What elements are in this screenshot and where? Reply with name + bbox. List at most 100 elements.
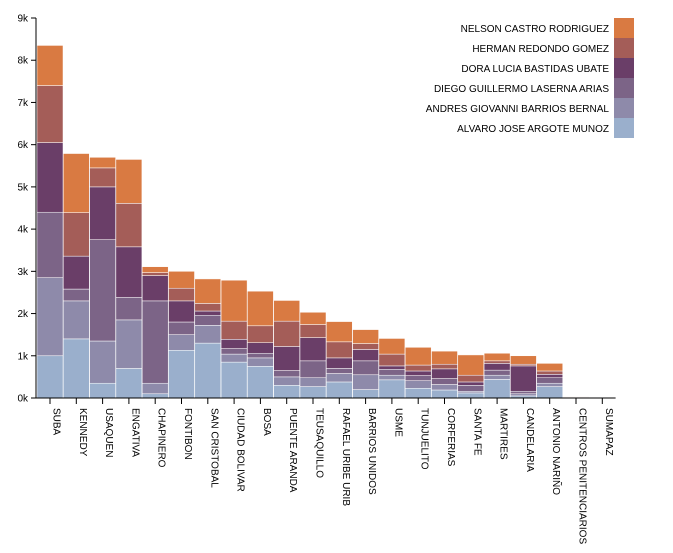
bar-segment[interactable] xyxy=(431,378,458,385)
bar-segment[interactable] xyxy=(378,379,406,399)
bar-segment[interactable] xyxy=(115,368,143,399)
bar-segment[interactable] xyxy=(378,374,406,381)
bar-segment[interactable] xyxy=(483,369,511,376)
bar-segment[interactable] xyxy=(220,339,248,349)
bar-segment[interactable] xyxy=(194,342,222,399)
bar-segment[interactable] xyxy=(378,353,406,367)
bar-segment[interactable] xyxy=(63,153,90,213)
bar-segment[interactable] xyxy=(510,365,537,392)
bar-segment[interactable] xyxy=(378,369,406,376)
bar-segment[interactable] xyxy=(404,370,432,376)
bar-segment[interactable] xyxy=(299,312,327,325)
bar-segment[interactable] xyxy=(352,349,379,362)
bar-segment[interactable] xyxy=(483,374,511,380)
bar-segment[interactable] xyxy=(89,186,116,240)
bar-segment[interactable] xyxy=(168,300,195,323)
bar-segment[interactable] xyxy=(63,338,90,399)
bar-segment[interactable] xyxy=(457,392,485,399)
bar-segment[interactable] xyxy=(326,321,353,343)
bar-segment[interactable] xyxy=(115,246,143,298)
bar-segment[interactable] xyxy=(168,334,195,351)
bar-segment[interactable] xyxy=(168,321,195,335)
bar-segment[interactable] xyxy=(220,361,248,399)
bar-segment[interactable] xyxy=(352,329,379,344)
bar-segment[interactable] xyxy=(352,389,379,399)
bar-segment[interactable] xyxy=(247,290,274,327)
bar-segment[interactable] xyxy=(194,278,222,304)
bar-segment[interactable] xyxy=(247,352,274,359)
bar-segment[interactable] xyxy=(352,343,379,350)
bar-segment[interactable] xyxy=(483,352,511,362)
bar-segment[interactable] xyxy=(510,393,537,397)
bar-segment[interactable] xyxy=(36,45,64,86)
bar-segment[interactable] xyxy=(536,363,563,372)
bar-segment[interactable] xyxy=(63,288,90,302)
bar-segment[interactable] xyxy=(36,211,64,278)
bar-segment[interactable] xyxy=(457,354,485,376)
bar-segment[interactable] xyxy=(352,374,379,390)
bar-segment[interactable] xyxy=(89,239,116,342)
bar-segment[interactable] xyxy=(510,363,537,367)
bar-segment[interactable] xyxy=(89,167,116,188)
bar-segment[interactable] xyxy=(89,157,116,169)
bar-segment[interactable] xyxy=(404,347,432,366)
bar-segment[interactable] xyxy=(115,297,143,321)
bar-segment[interactable] xyxy=(141,382,169,395)
bar-segment[interactable] xyxy=(431,389,458,399)
bar-segment[interactable] xyxy=(273,346,300,371)
bar-segment[interactable] xyxy=(141,272,169,276)
bar-segment[interactable] xyxy=(89,382,116,399)
bar-segment[interactable] xyxy=(273,376,300,386)
bar-segment[interactable] xyxy=(194,325,222,344)
bar-segment[interactable] xyxy=(36,85,64,143)
bar-segment[interactable] xyxy=(220,320,248,340)
bar-segment[interactable] xyxy=(326,381,353,399)
bar-segment[interactable] xyxy=(326,357,353,369)
bar-segment[interactable] xyxy=(247,357,274,367)
bar-segment[interactable] xyxy=(431,350,458,365)
bar-segment[interactable] xyxy=(510,355,537,365)
bar-segment[interactable] xyxy=(404,388,432,399)
bar-segment[interactable] xyxy=(194,314,222,326)
bar-segment[interactable] xyxy=(299,324,327,338)
bar-segment[interactable] xyxy=(352,360,379,376)
bar-segment[interactable] xyxy=(220,353,248,363)
bar-segment[interactable] xyxy=(299,386,327,399)
bar-segment[interactable] xyxy=(378,338,406,355)
bar-segment[interactable] xyxy=(194,310,222,316)
bar-segment[interactable] xyxy=(247,342,274,354)
bar-segment[interactable] xyxy=(63,212,90,257)
bar-segment[interactable] xyxy=(326,341,353,359)
bar-segment[interactable] xyxy=(457,385,485,392)
bar-segment[interactable] xyxy=(141,266,169,273)
bar-segment[interactable] xyxy=(404,364,432,372)
bar-segment[interactable] xyxy=(141,275,169,302)
bar-segment[interactable] xyxy=(89,340,116,384)
bar-segment[interactable] xyxy=(168,287,195,302)
bar-segment[interactable] xyxy=(168,271,195,289)
bar-segment[interactable] xyxy=(273,320,300,347)
bar-segment[interactable] xyxy=(536,386,563,399)
bar-segment[interactable] xyxy=(36,277,64,357)
bar-segment[interactable] xyxy=(457,381,485,386)
bar-segment[interactable] xyxy=(510,390,537,395)
bar-segment[interactable] xyxy=(115,159,143,204)
bar-segment[interactable] xyxy=(483,360,511,364)
bar-segment[interactable] xyxy=(326,368,353,374)
bar-segment[interactable] xyxy=(457,374,485,383)
bar-segment[interactable] xyxy=(536,382,563,387)
bar-segment[interactable] xyxy=(247,325,274,343)
bar-segment[interactable] xyxy=(36,142,64,213)
bar-segment[interactable] xyxy=(247,366,274,399)
bar-segment[interactable] xyxy=(63,255,90,290)
bar-segment[interactable] xyxy=(36,355,64,399)
bar-segment[interactable] xyxy=(483,363,511,371)
bar-segment[interactable] xyxy=(431,363,458,370)
bar-segment[interactable] xyxy=(483,379,511,399)
bar-segment[interactable] xyxy=(63,300,90,340)
bar-segment[interactable] xyxy=(220,279,248,322)
bar-segment[interactable] xyxy=(431,368,458,379)
bar-segment[interactable] xyxy=(378,365,406,370)
bar-segment[interactable] xyxy=(536,374,563,378)
bar-segment[interactable] xyxy=(536,377,563,384)
